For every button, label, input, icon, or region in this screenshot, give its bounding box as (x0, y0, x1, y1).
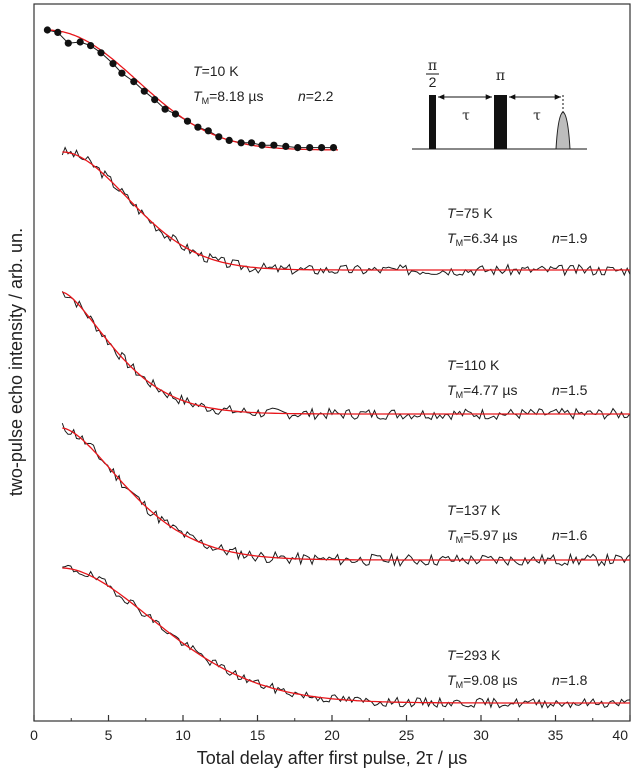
x-tick-label-7: 35 (548, 727, 564, 743)
delay-1-label: τ (462, 108, 470, 124)
series-0-point-3 (76, 38, 84, 46)
series-0-point-20 (258, 141, 266, 149)
series-0-point-0 (43, 26, 52, 34)
series-0-n-label: n=2.2 (298, 88, 334, 104)
series-1-fit-curve (62, 151, 630, 271)
series-0-point-4 (87, 42, 95, 50)
series-0-point-5 (97, 49, 105, 57)
series-0-point-11 (161, 105, 169, 113)
series-1-n-label: n=1.9 (552, 230, 588, 246)
series-0-point-7 (118, 69, 126, 77)
series-0-point-13 (183, 117, 192, 125)
series-0-point-21 (270, 141, 278, 149)
x-tick-label-5: 25 (399, 727, 415, 743)
series-2-annotation: T=110 K TM=4.77 µs n=1.5 (447, 357, 588, 400)
y-axis-title: two-pulse echo intensity / arb. un. (6, 228, 26, 496)
series-1-tm-label: TM=6.34 µs (447, 230, 517, 248)
series-0-tm-label: TM=8.18 µs (193, 88, 263, 106)
series-0-point-16 (215, 133, 223, 141)
series-3-tm-label: TM=5.97 µs (447, 527, 517, 545)
series-0-annotation: T=10 K TM=8.18 µs n=2.2 (193, 63, 334, 106)
series-0 (43, 26, 338, 152)
series-4-fit-curve (62, 567, 630, 704)
series-3-data-line (61, 423, 631, 567)
series-0-point-12 (171, 110, 180, 118)
series-2-temperature: T=110 K (447, 357, 500, 373)
series-4 (62, 564, 631, 709)
pulse-pi (494, 95, 507, 149)
series-0-point-8 (130, 78, 138, 86)
series-0-point-10 (151, 96, 159, 104)
series-0-point-24 (306, 144, 314, 152)
x-tick-label-4: 20 (324, 727, 340, 743)
series-4-tm-label: TM=9.08 µs (447, 672, 517, 690)
series-0-point-6 (109, 60, 117, 68)
series-1-data-line (61, 146, 631, 277)
series-4-temperature: T=293 K (447, 647, 501, 663)
echo-shape (555, 111, 571, 150)
series-4-n-label: n=1.8 (552, 672, 588, 688)
series-0-point-15 (204, 127, 212, 135)
x-tick-label-3: 15 (250, 727, 266, 743)
series-4-annotation: T=293 K TM=9.08 µs n=1.8 (447, 647, 588, 690)
series-2-tm-label: TM=4.77 µs (447, 382, 517, 400)
series-0-point-26 (329, 144, 338, 152)
series-0-temperature: T=10 K (193, 63, 239, 79)
series-1-temperature: T=75 K (447, 205, 493, 221)
series-0-point-2 (64, 39, 72, 47)
x-tick-label-8: 40 (612, 727, 628, 743)
x-tick-label-6: 30 (473, 727, 489, 743)
x-tick-label-1: 5 (105, 727, 113, 743)
series-0-point-17 (225, 136, 233, 144)
x-tick-label-2: 10 (175, 727, 191, 743)
x-axis-ticks: 0 5 10 15 20 25 30 35 40 (30, 715, 631, 743)
series-2-fit-curve (62, 291, 630, 415)
series-4-data-line (62, 564, 631, 709)
pulse-pi-label: π (496, 68, 505, 84)
pulse-pi-half (429, 95, 436, 149)
series-2-n-label: n=1.5 (552, 382, 588, 398)
series-layer (43, 26, 631, 709)
pulse-pi-half-num: π (428, 58, 437, 74)
series-1-annotation: T=75 K TM=6.34 µs n=1.9 (447, 205, 588, 248)
series-0-point-18 (237, 139, 245, 147)
series-0-point-23 (294, 144, 302, 152)
series-0-point-1 (54, 28, 62, 36)
delay-2-label: τ (533, 108, 541, 124)
series-3-temperature: T=137 K (447, 502, 501, 518)
series-2-data-line (61, 291, 631, 421)
series-3-fit-curve (62, 427, 630, 561)
x-axis-title: Total delay after first pulse, 2τ / µs (197, 748, 468, 768)
series-2 (61, 291, 631, 421)
series-3-annotation: T=137 K TM=5.97 µs n=1.6 (447, 502, 588, 545)
series-3-n-label: n=1.6 (552, 527, 588, 543)
pulse-pi-half-den: 2 (429, 74, 437, 90)
series-1 (61, 146, 631, 277)
pulse-sequence-inset: π 2 π τ τ (412, 58, 587, 150)
annotation-layer: T=10 K TM=8.18 µs n=2.2 T=75 K TM=6.34 µs n=1… (193, 63, 588, 690)
series-0-point-9 (140, 87, 148, 95)
series-0-point-25 (318, 144, 326, 152)
series-0-point-22 (282, 142, 290, 150)
series-0-point-14 (194, 123, 202, 131)
x-tick-label-0: 0 (30, 727, 38, 743)
series-0-point-19 (247, 139, 256, 147)
series-3 (61, 423, 631, 567)
